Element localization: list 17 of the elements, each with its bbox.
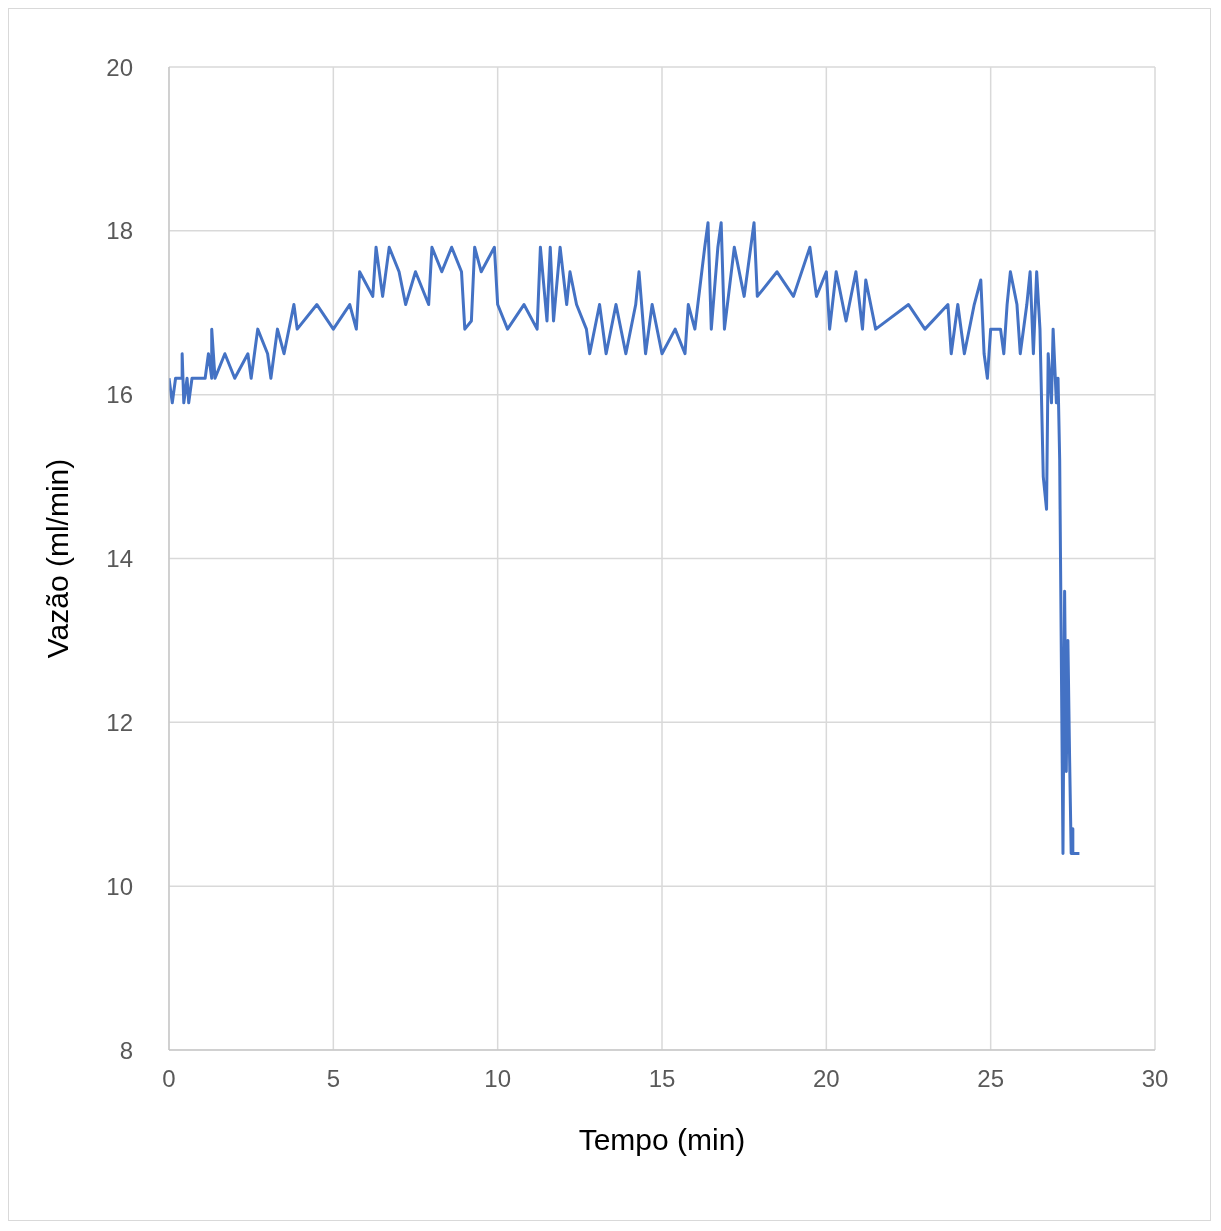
x-tick-label: 25	[977, 1065, 1005, 1093]
y-tick-label: 14	[106, 545, 133, 573]
x-tick-label: 30	[1141, 1065, 1169, 1093]
y-tick-label: 12	[106, 708, 133, 736]
line-series	[169, 221, 1081, 855]
y-tick-label: 8	[119, 1036, 133, 1064]
y-axis-title: Vazão (ml/min)	[40, 458, 74, 659]
y-tick-label: 18	[106, 217, 133, 245]
x-tick-label: 10	[484, 1065, 512, 1093]
y-tick-label: 10	[106, 872, 133, 900]
x-tick-label: 5	[326, 1065, 341, 1093]
x-tick-label: 20	[812, 1065, 840, 1093]
y-tick-label: 16	[106, 381, 133, 409]
x-tick-label: 0	[162, 1065, 176, 1093]
x-tick-label: 15	[648, 1065, 676, 1093]
y-tick-label: 20	[106, 53, 133, 81]
x-axis-title: Tempo (min)	[578, 1123, 746, 1156]
